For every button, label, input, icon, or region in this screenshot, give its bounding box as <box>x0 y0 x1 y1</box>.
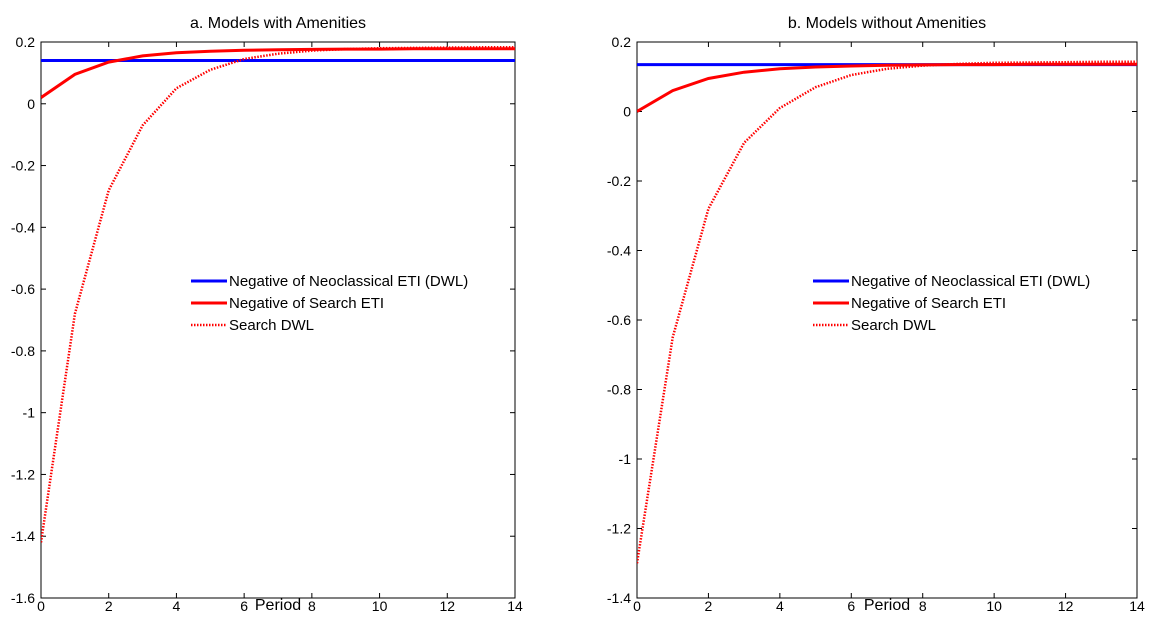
y-tick-label: 0 <box>623 104 631 120</box>
legend-label-2: Search DWL <box>229 317 314 334</box>
y-tick-label: -1.2 <box>11 466 35 482</box>
y-tick-label: -1.2 <box>607 521 631 537</box>
x-axis-label: Period <box>255 597 301 613</box>
series-line-2 <box>637 60 1137 564</box>
y-tick-label: -0.4 <box>11 219 35 235</box>
x-tick-label: 14 <box>1129 598 1145 613</box>
y-tick-label: -1.6 <box>11 590 35 606</box>
chart-title: b. Models without Amenities <box>788 15 986 32</box>
x-tick-label: 2 <box>705 598 713 613</box>
y-tick-label: -1.4 <box>11 528 35 544</box>
series-line-1 <box>41 47 515 99</box>
x-tick-label: 10 <box>372 598 388 613</box>
x-tick-label: 8 <box>308 598 316 613</box>
x-tick-label: 14 <box>507 598 523 613</box>
y-tick-label: -0.2 <box>11 158 35 174</box>
x-axis-label: Period <box>864 597 910 613</box>
legend-label-1: Negative of Search ETI <box>229 295 384 312</box>
y-tick-label: 0 <box>27 96 35 112</box>
x-tick-label: 0 <box>633 598 641 613</box>
legend-label-2: Search DWL <box>851 317 936 334</box>
x-tick-label: 10 <box>986 598 1002 613</box>
y-tick-label: -1 <box>619 451 632 467</box>
y-tick-label: -0.2 <box>607 173 631 189</box>
legend-label-0: Negative of Neoclassical ETI (DWL) <box>851 273 1090 290</box>
chart-panel-1: b. Models without Amenities 0 2 4 6 8 10 12 14 0.… <box>607 15 1145 614</box>
plot-frame <box>40 41 516 599</box>
y-tick-label: 0.2 <box>16 34 36 50</box>
x-tick-label: 0 <box>37 598 45 613</box>
x-tick-label: 12 <box>1058 598 1074 613</box>
legend-label-1: Negative of Search ETI <box>851 295 1006 312</box>
x-tick-label: 8 <box>919 598 927 613</box>
y-tick-label: -1.4 <box>607 590 631 606</box>
x-tick-label: 4 <box>173 598 181 613</box>
y-tick-label: -1 <box>23 405 36 421</box>
x-tick-label: 6 <box>240 598 248 613</box>
legend-label-0: Negative of Neoclassical ETI (DWL) <box>229 273 468 290</box>
chart-title: a. Models with Amenities <box>190 15 366 32</box>
y-tick-label: 0.2 <box>612 34 632 50</box>
x-tick-label: 4 <box>776 598 784 613</box>
x-tick-label: 12 <box>439 598 455 613</box>
y-tick-label: -0.8 <box>11 343 35 359</box>
x-tick-label: 2 <box>105 598 113 613</box>
y-tick-label: -0.8 <box>607 382 631 398</box>
y-tick-label: -0.6 <box>11 281 35 297</box>
x-tick-label: 6 <box>847 598 855 613</box>
y-tick-label: -0.6 <box>607 312 631 328</box>
series-line-1 <box>637 62 1137 113</box>
y-tick-label: -0.4 <box>607 243 631 259</box>
